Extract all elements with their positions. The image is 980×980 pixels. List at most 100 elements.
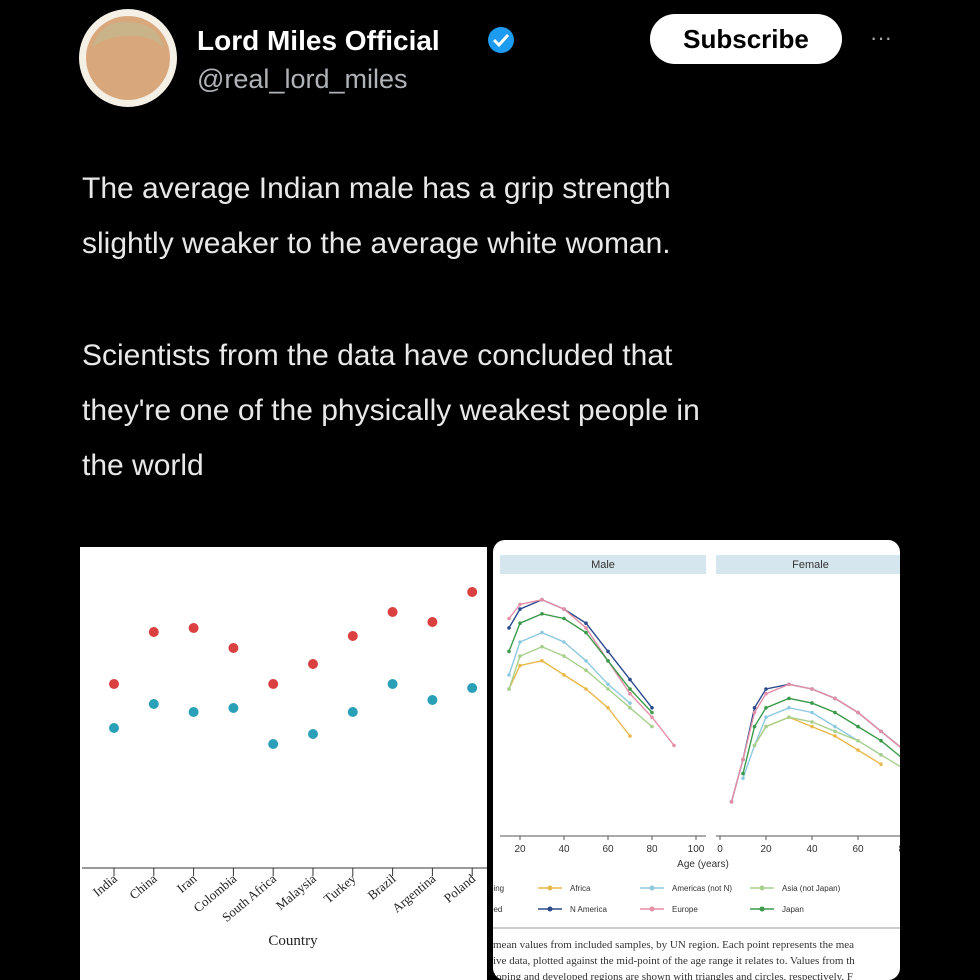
x-tick-label: 40 — [558, 844, 570, 855]
series-point — [584, 659, 588, 663]
x-tick-label: 80 — [646, 844, 658, 855]
legend-group-label: ped — [489, 905, 502, 914]
post-line: the world — [82, 449, 204, 482]
post-line: slightly weaker to the average white wom… — [82, 227, 671, 260]
legend-label: Americas (not N) — [672, 884, 732, 893]
series-point — [833, 729, 837, 734]
series-point — [752, 710, 757, 715]
legend-label: Asia (not Japan) — [782, 884, 841, 893]
x-tick-label: 60 — [602, 844, 614, 855]
series-point — [879, 753, 883, 757]
series-point — [606, 706, 610, 710]
dot — [427, 617, 438, 627]
x-tick-label: 80 — [898, 844, 910, 855]
series-point — [787, 706, 791, 710]
author-handle[interactable]: @real_lord_miles — [197, 64, 408, 94]
dot — [467, 683, 478, 693]
legend-marker — [547, 906, 553, 912]
series-point — [628, 677, 632, 682]
left-image — [80, 547, 487, 980]
dot — [109, 723, 119, 733]
series-line — [508, 598, 653, 709]
post-text: The average Indian male has a grip stren… — [82, 172, 700, 482]
series-point — [650, 706, 654, 710]
dot — [387, 679, 398, 689]
panel-strip — [716, 555, 900, 574]
subscribe-label: Subscribe — [683, 24, 809, 54]
x-tick-label: 100 — [688, 844, 705, 855]
post-line: The average Indian male has a grip stren… — [82, 172, 671, 205]
verified-badge — [488, 27, 514, 53]
series-point — [879, 762, 883, 766]
panel-title: Male — [591, 559, 615, 571]
legend-marker — [649, 885, 655, 891]
dot — [467, 587, 478, 597]
series-point — [752, 706, 757, 710]
x-tick-label: 0 — [717, 844, 723, 855]
series-point — [540, 644, 544, 649]
series-point — [540, 630, 544, 635]
series-point — [562, 640, 566, 644]
dot — [188, 623, 199, 633]
legend-marker — [759, 885, 765, 891]
series-point — [672, 743, 676, 748]
series-point — [810, 687, 814, 691]
more-button[interactable]: ··· — [870, 25, 892, 50]
legend-marker — [547, 885, 553, 891]
series-point — [606, 659, 610, 663]
avatar-hair — [92, 21, 164, 48]
series-point — [741, 757, 745, 762]
x-tick-label: 60 — [852, 844, 864, 855]
legend-label: N America — [570, 905, 607, 914]
series-point — [856, 738, 860, 743]
series-point — [606, 687, 610, 691]
series-point — [650, 724, 654, 729]
dot — [387, 607, 398, 617]
series-point — [628, 734, 632, 738]
series-point — [584, 630, 588, 635]
series-point — [810, 701, 814, 705]
legend-marker — [759, 906, 765, 912]
series-point — [752, 724, 757, 729]
series-point — [787, 682, 791, 687]
series-point — [562, 616, 566, 621]
series-point — [787, 715, 791, 719]
series-point — [810, 710, 814, 715]
series-line — [508, 645, 653, 728]
series-point — [650, 710, 654, 715]
legend-label: Africa — [570, 884, 591, 893]
series-point — [833, 724, 837, 729]
series-point — [787, 696, 791, 701]
series-point — [628, 687, 632, 691]
dot — [427, 695, 438, 705]
x-tick-label: 20 — [760, 844, 772, 855]
x-tick-label: 20 — [514, 844, 526, 855]
line-chart: Male 20 40 60 80 100 Female 0 20 40 60 80 Age (years… — [489, 555, 910, 980]
series-point — [764, 687, 768, 691]
series-point — [518, 640, 522, 644]
avatar[interactable] — [79, 9, 177, 107]
series-point — [856, 710, 860, 715]
dot — [268, 679, 279, 689]
series-point — [810, 720, 814, 724]
series-point — [856, 748, 860, 752]
dot — [228, 643, 239, 653]
series-point — [729, 800, 734, 804]
series-point — [764, 724, 768, 729]
author-name[interactable]: Lord Miles Official — [197, 25, 440, 56]
series-point — [628, 701, 632, 705]
dot — [188, 707, 199, 717]
subscribe-button[interactable]: Subscribe — [650, 14, 842, 64]
series-point — [741, 776, 745, 781]
series-point — [507, 616, 511, 621]
series-point — [764, 691, 768, 696]
series-point — [518, 607, 522, 611]
series-point — [764, 706, 768, 710]
series-point — [628, 706, 632, 710]
series-point — [540, 597, 544, 602]
dot — [148, 627, 159, 637]
series-point — [507, 673, 511, 677]
dot — [347, 631, 358, 641]
series-point — [879, 738, 883, 743]
